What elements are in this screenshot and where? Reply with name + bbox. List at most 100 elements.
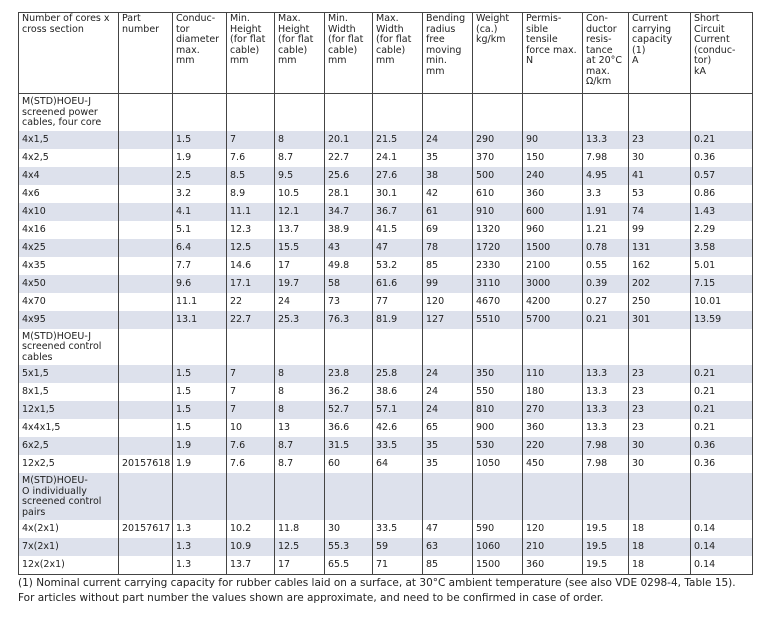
cell: 76.3	[324, 310, 373, 329]
cell: 7.6	[226, 437, 275, 455]
cell: 30	[628, 148, 691, 167]
cell: 13.7	[226, 556, 275, 575]
cell: 2100	[522, 256, 583, 275]
empty-cell	[522, 328, 583, 365]
data-row: 4x4 2.5 8.5 9.5 25.6 27.6 38 500 240 4.95 41 0.57	[18, 166, 753, 185]
cell: 1.21	[582, 220, 629, 239]
cell	[118, 365, 173, 383]
cell: 4x25	[18, 238, 119, 257]
cell: 25.6	[324, 166, 373, 185]
cell: 19.5	[582, 520, 629, 538]
empty-cell	[324, 473, 373, 520]
column-header: Con- ductor resis- tance at 20°C max. Ω/…	[582, 12, 629, 94]
cell: 0.78	[582, 238, 629, 257]
cell: 13.3	[582, 365, 629, 383]
cell: 4x4x1,5	[18, 419, 119, 437]
cell: 23	[628, 383, 691, 401]
column-header: Conduc- tor diameter max. mm	[172, 12, 227, 94]
cell: 13.59	[690, 310, 753, 329]
cell: 12x(2x1)	[18, 556, 119, 575]
cell: 0.21	[690, 130, 753, 149]
cell: 25.8	[372, 365, 423, 383]
cell: 1.5	[172, 383, 227, 401]
cell: 13.3	[582, 401, 629, 419]
column-header: Number of cores x cross section	[18, 12, 119, 94]
data-row: 12x2,5 20157618 1.9 7.6 8.7 60 64 35 1050 450 7.98…	[18, 455, 753, 473]
cell: 30	[628, 437, 691, 455]
cell: 1.5	[172, 401, 227, 419]
cell: 15.5	[274, 238, 325, 257]
cell: 33.5	[372, 437, 423, 455]
cell: 0.36	[690, 455, 753, 473]
cell: 0.14	[690, 538, 753, 556]
cell: 57.1	[372, 401, 423, 419]
cell: 65.5	[324, 556, 373, 575]
empty-cell	[690, 328, 753, 365]
cell: 64	[372, 455, 423, 473]
cell: 0.57	[690, 166, 753, 185]
cell: 1.5	[172, 130, 227, 149]
empty-cell	[226, 328, 275, 365]
cell: 24.1	[372, 148, 423, 167]
data-row: 4x6 3.2 8.9 10.5 28.1 30.1 42 610 360 3.3 53 0.86	[18, 184, 753, 203]
cell: 53.2	[372, 256, 423, 275]
empty-cell	[324, 328, 373, 365]
cell	[118, 256, 173, 275]
empty-cell	[274, 93, 325, 131]
cell: 36.7	[372, 202, 423, 221]
column-header: Max. Height (for flat cable) mm	[274, 12, 325, 94]
empty-cell	[522, 473, 583, 520]
empty-cell	[372, 93, 423, 131]
column-header: Max. Width (for flat cable) mm	[372, 12, 423, 94]
cell: 60	[324, 455, 373, 473]
cell: 8.9	[226, 184, 275, 203]
cell: 5510	[472, 310, 523, 329]
cell: 30	[628, 455, 691, 473]
cell: 52.7	[324, 401, 373, 419]
cell: 65	[422, 419, 473, 437]
empty-cell	[472, 93, 523, 131]
cell: 1.9	[172, 148, 227, 167]
cell: 360	[522, 419, 583, 437]
cell: 1.5	[172, 365, 227, 383]
empty-cell	[118, 93, 173, 131]
cell: 7.15	[690, 274, 753, 293]
cell: 5.01	[690, 256, 753, 275]
cell: 78	[422, 238, 473, 257]
cell: 500	[472, 166, 523, 185]
cell: 9.6	[172, 274, 227, 293]
cell: 22.7	[226, 310, 275, 329]
cell: 120	[522, 520, 583, 538]
cell: 220	[522, 437, 583, 455]
cell: 1720	[472, 238, 523, 257]
footnote: (1) Nominal current carrying capacity fo…	[18, 577, 736, 589]
column-header: Weight (ca.) kg/km	[472, 12, 523, 94]
cell: 8	[274, 130, 325, 149]
empty-cell	[226, 93, 275, 131]
cell: 8.7	[274, 437, 325, 455]
cell: 4670	[472, 292, 523, 311]
cell: 19.7	[274, 274, 325, 293]
data-row: 4x10 4.1 11.1 12.1 34.7 36.7 61 910 600 1.91 74 1.4…	[18, 202, 753, 221]
cell: 350	[472, 365, 523, 383]
cell: 3000	[522, 274, 583, 293]
data-row: 4x25 6.4 12.5 15.5 43 47 78 1720 1500 0.78 131 3.58	[18, 238, 753, 257]
cell: 77	[372, 292, 423, 311]
column-header: Permis- sible tensile force max. N	[522, 12, 583, 94]
cell: 202	[628, 274, 691, 293]
cell: 7.98	[582, 455, 629, 473]
cell: 17.1	[226, 274, 275, 293]
data-row: 7x(2x1) 1.3 10.9 12.5 55.3 59 63 1060 210 19.5 18 0…	[18, 538, 753, 556]
empty-cell	[472, 328, 523, 365]
cell: 17	[274, 256, 325, 275]
cell: 1.9	[172, 437, 227, 455]
cell: 43	[324, 238, 373, 257]
cell: 34.7	[324, 202, 373, 221]
cell: 42.6	[372, 419, 423, 437]
cell: 24	[422, 130, 473, 149]
cell: 240	[522, 166, 583, 185]
empty-cell	[582, 328, 629, 365]
cell	[118, 274, 173, 293]
cell: 85	[422, 556, 473, 575]
